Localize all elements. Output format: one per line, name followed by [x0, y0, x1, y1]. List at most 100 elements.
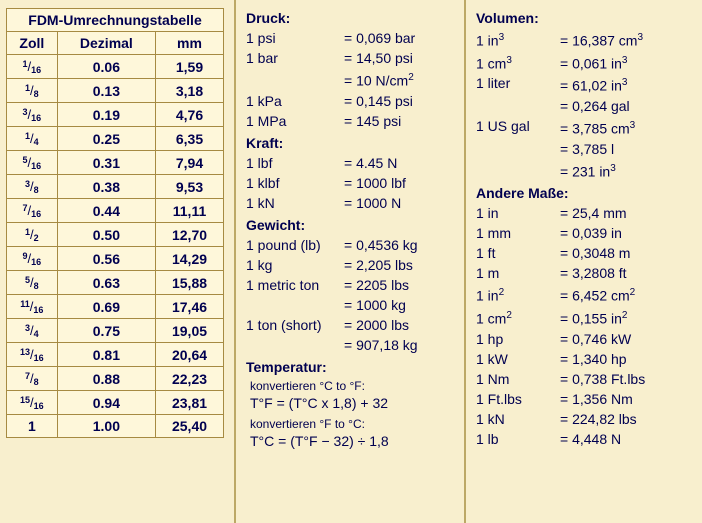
conv-row: 1 m= 3,2808 ft	[476, 263, 698, 283]
conv-row: = 231 in3	[476, 159, 698, 182]
cell-zoll: 1/4	[7, 127, 58, 151]
cell-dezimal: 0.06	[57, 55, 155, 79]
andere-rhs: = 0,738 Ft.lbs	[560, 369, 645, 389]
cell-zoll: 15/16	[7, 391, 58, 415]
andere-rhs: = 6,452 cm2	[560, 283, 635, 306]
conv-row: 1 cm3= 0,061 in3	[476, 51, 698, 74]
conv-row: 1 in3= 16,387 cm3	[476, 28, 698, 51]
cell-dezimal: 0.31	[57, 151, 155, 175]
cell-mm: 3,18	[156, 79, 224, 103]
cell-dezimal: 0.19	[57, 103, 155, 127]
kraft-lhs: 1 kN	[246, 193, 344, 213]
conv-row: 1 kg= 2,205 lbs	[246, 255, 460, 275]
cell-mm: 14,29	[156, 247, 224, 271]
cell-zoll: 1	[7, 415, 58, 438]
cell-dezimal: 0.56	[57, 247, 155, 271]
conv-row: 1 kW= 1,340 hp	[476, 349, 698, 369]
volumen-rhs: = 3,785 l	[560, 139, 614, 159]
kraft-lhs: 1 lbf	[246, 153, 344, 173]
table-row: 1/80.133,18	[7, 79, 224, 103]
andere-rhs: = 1,340 hp	[560, 349, 627, 369]
cell-dezimal: 0.50	[57, 223, 155, 247]
table-column: FDM-Umrechnungstabelle Zoll Dezimal mm 1…	[0, 0, 234, 523]
gewicht-rhs: = 2,205 lbs	[344, 255, 413, 275]
table-title: FDM-Umrechnungstabelle	[7, 9, 224, 32]
conv-row: 1 psi= 0,069 bar	[246, 28, 460, 48]
table-row: 1/40.256,35	[7, 127, 224, 151]
volumen-rhs: = 61,02 in3	[560, 73, 627, 96]
volumen-lhs: 1 liter	[476, 73, 560, 96]
conv-row: = 10 N/cm2	[246, 68, 460, 91]
table-row: 11/160.6917,46	[7, 295, 224, 319]
cell-mm: 20,64	[156, 343, 224, 367]
volumen-lhs	[476, 159, 560, 182]
conv-row: 1 klbf= 1000 lbf	[246, 173, 460, 193]
cell-mm: 4,76	[156, 103, 224, 127]
conv-row: 1 cm2= 0,155 in2	[476, 306, 698, 329]
gewicht-rhs: = 0,4536 kg	[344, 235, 418, 255]
cell-mm: 12,70	[156, 223, 224, 247]
andere-rhs: = 0,746 kW	[560, 329, 631, 349]
cell-zoll: 5/8	[7, 271, 58, 295]
conv-row: 1 hp= 0,746 kW	[476, 329, 698, 349]
druck-lhs: 1 bar	[246, 48, 344, 68]
cell-dezimal: 0.81	[57, 343, 155, 367]
conv-row: 1 kN= 1000 N	[246, 193, 460, 213]
conv-row: 1 liter= 61,02 in3	[476, 73, 698, 96]
druck-rhs: = 0,069 bar	[344, 28, 415, 48]
andere-lhs: 1 Nm	[476, 369, 560, 389]
conv-row: 1 bar= 14,50 psi	[246, 48, 460, 68]
andere-rhs: = 4,448 N	[560, 429, 621, 449]
gewicht-lhs	[246, 295, 344, 315]
conv-row: 1 pound (lb)= 0,4536 kg	[246, 235, 460, 255]
volumen-rhs: = 0,061 in3	[560, 51, 627, 74]
table-row: 3/160.194,76	[7, 103, 224, 127]
col-header-dezimal: Dezimal	[57, 32, 155, 55]
druck-rhs: = 14,50 psi	[344, 48, 413, 68]
cell-mm: 7,94	[156, 151, 224, 175]
cell-zoll: 3/16	[7, 103, 58, 127]
table-row: 9/160.5614,29	[7, 247, 224, 271]
table-row: 5/160.317,94	[7, 151, 224, 175]
table-row: 11.0025,40	[7, 415, 224, 438]
cell-zoll: 11/16	[7, 295, 58, 319]
druck-rhs: = 10 N/cm2	[344, 68, 414, 91]
conv-row: 1 kN= 224,82 lbs	[476, 409, 698, 429]
andere-lhs: 1 Ft.lbs	[476, 389, 560, 409]
gewicht-lhs: 1 metric ton	[246, 275, 344, 295]
conv-row: 1 in2= 6,452 cm2	[476, 283, 698, 306]
cell-mm: 23,81	[156, 391, 224, 415]
conv-row: = 3,785 l	[476, 139, 698, 159]
andere-lhs: 1 kW	[476, 349, 560, 369]
cell-mm: 15,88	[156, 271, 224, 295]
andere-lhs: 1 kN	[476, 409, 560, 429]
konv-c-to-f-label: konvertieren °C to °F:	[250, 379, 460, 393]
conv-row: 1 mm= 0,039 in	[476, 223, 698, 243]
andere-lhs: 1 ft	[476, 243, 560, 263]
gewicht-rhs: = 1000 kg	[344, 295, 406, 315]
andere-title: Andere Maße:	[476, 185, 698, 201]
cell-dezimal: 0.44	[57, 199, 155, 223]
konv-f-to-c-formula: T°C = (T°F − 32) ÷ 1,8	[250, 433, 460, 449]
kraft-lhs: 1 klbf	[246, 173, 344, 193]
conv-row: 1 kPa= 0,145 psi	[246, 91, 460, 111]
cell-zoll: 1/2	[7, 223, 58, 247]
gewicht-title: Gewicht:	[246, 217, 460, 233]
andere-rhs: = 0,3048 m	[560, 243, 630, 263]
conv-row: 1 MPa= 145 psi	[246, 111, 460, 131]
cell-mm: 9,53	[156, 175, 224, 199]
konv-c-to-f-formula: T°F = (T°C x 1,8) + 32	[250, 395, 460, 411]
cell-zoll: 5/16	[7, 151, 58, 175]
druck-rhs: = 145 psi	[344, 111, 401, 131]
cell-zoll: 1/8	[7, 79, 58, 103]
cell-zoll: 7/8	[7, 367, 58, 391]
andere-lhs: 1 mm	[476, 223, 560, 243]
andere-lhs: 1 cm2	[476, 306, 560, 329]
druck-lhs: 1 MPa	[246, 111, 344, 131]
table-row: 7/160.4411,11	[7, 199, 224, 223]
conv-row: 1 US gal= 3,785 cm3	[476, 116, 698, 139]
cell-zoll: 3/8	[7, 175, 58, 199]
volumen-rhs: = 231 in3	[560, 159, 616, 182]
table-row: 1/20.5012,70	[7, 223, 224, 247]
konv-f-to-c-label: konvertieren °F to °C:	[250, 417, 460, 431]
